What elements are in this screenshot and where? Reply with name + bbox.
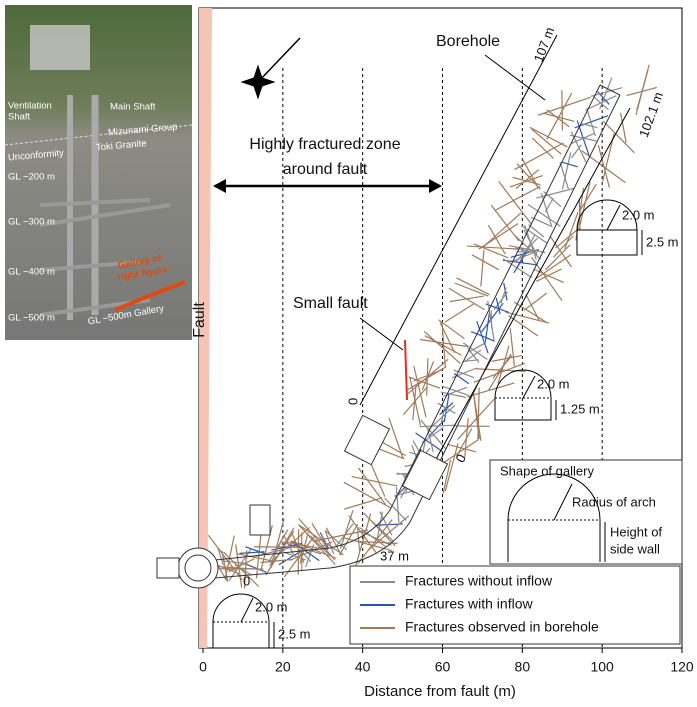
- fracture: [510, 328, 514, 366]
- x-tick-label: 60: [435, 659, 451, 675]
- height-label: 2.5 m: [278, 626, 311, 641]
- radius-label: 2.0 m: [622, 207, 655, 222]
- borehole-line: [360, 35, 557, 405]
- fracture: [479, 224, 518, 249]
- inset-label: GL −400 m: [8, 267, 55, 278]
- x-tick-label: 100: [590, 659, 614, 675]
- fracture: [472, 255, 499, 270]
- height-label: Height of: [610, 524, 662, 539]
- fracture: [469, 343, 486, 352]
- inset-label: Ventilation: [8, 101, 52, 112]
- shape-title: Shape of gallery: [500, 463, 594, 478]
- fracture: [514, 143, 563, 170]
- borehole-length: 107 m: [531, 25, 557, 64]
- fracture: [457, 278, 490, 295]
- zero-label: 0: [452, 452, 469, 465]
- fracture: [481, 250, 484, 287]
- fault-label: Fault: [191, 302, 208, 338]
- fracture: [352, 477, 398, 486]
- inset-label: GL −500 m: [8, 313, 55, 324]
- fracture: [269, 530, 288, 563]
- height-label: 1.25 m: [560, 401, 600, 416]
- length-label: 37 m: [380, 548, 409, 563]
- fracture: [536, 188, 574, 198]
- radius-label: 2.0 m: [255, 599, 288, 614]
- legend-label: Fractures observed in borehole: [405, 619, 599, 635]
- fracture: [358, 468, 385, 505]
- zero-label: 0: [243, 573, 250, 588]
- zero-label: 0: [345, 398, 360, 405]
- shaft-room: [157, 558, 179, 578]
- inset-photo: Ventilation Shaft Main Shaft Mizunami Gr…: [5, 5, 192, 340]
- inset-label: Shaft: [8, 112, 31, 123]
- height-label: 2.5 m: [646, 234, 679, 249]
- borehole-line: [430, 108, 630, 470]
- niche: [250, 505, 270, 535]
- x-tick-label: 40: [355, 659, 371, 675]
- shaft: [185, 555, 211, 581]
- fracture: [256, 536, 260, 579]
- fracture: [509, 315, 538, 335]
- inset-label: GL −300 m: [8, 217, 55, 228]
- height-label: side wall: [610, 541, 660, 556]
- fracture: [538, 97, 590, 115]
- radius-label: Radius of arch: [572, 494, 656, 509]
- fracture: [445, 443, 458, 491]
- fracture: [465, 350, 481, 361]
- x-axis-title: Distance from fault (m): [364, 683, 516, 700]
- fracture: [344, 498, 382, 509]
- fracture: [449, 288, 485, 309]
- fracture: [579, 199, 580, 230]
- small-fault-label: Small fault: [293, 295, 368, 312]
- x-tick-label: 80: [515, 659, 531, 675]
- fracture: [582, 124, 598, 128]
- x-tick-label: 120: [670, 659, 694, 675]
- leader: [360, 318, 403, 350]
- fracture: [356, 514, 371, 567]
- figure: Ventilation Shaft Main Shaft Mizunami Gr…: [0, 0, 697, 707]
- fracture: [385, 498, 406, 520]
- fracture: [562, 162, 578, 167]
- fracture: [545, 198, 553, 212]
- page: {"inset":{"ventilation":["Ventilation","…: [0, 0, 697, 707]
- small-fault-line: [405, 340, 407, 400]
- facility: [30, 25, 90, 70]
- fracture: [523, 159, 538, 187]
- legend-label: Fractures with inflow: [405, 596, 533, 612]
- fracture: [532, 138, 553, 158]
- inset-label: Main Shaft: [110, 102, 156, 113]
- zone-label: around fault: [283, 161, 368, 178]
- fracture: [485, 313, 489, 342]
- north-arrow: [242, 38, 300, 98]
- fracture: [572, 145, 582, 158]
- x-tick-label: 20: [275, 659, 291, 675]
- zone-label: Highly fractured zone: [249, 136, 400, 153]
- radius-label: 2.0 m: [537, 376, 570, 391]
- fracture: [547, 110, 570, 127]
- fracture: [442, 386, 468, 395]
- fracture: [510, 176, 543, 187]
- inset-label: GL −200 m: [8, 172, 55, 183]
- legend-label: Fractures without inflow: [405, 573, 553, 589]
- fracture: [445, 303, 474, 322]
- fracture: [414, 369, 443, 381]
- fracture: [547, 93, 572, 139]
- niche: [345, 415, 390, 464]
- x-tick-label: 0: [199, 659, 207, 675]
- borehole-label: Borehole: [436, 33, 500, 50]
- fracture: [524, 293, 547, 310]
